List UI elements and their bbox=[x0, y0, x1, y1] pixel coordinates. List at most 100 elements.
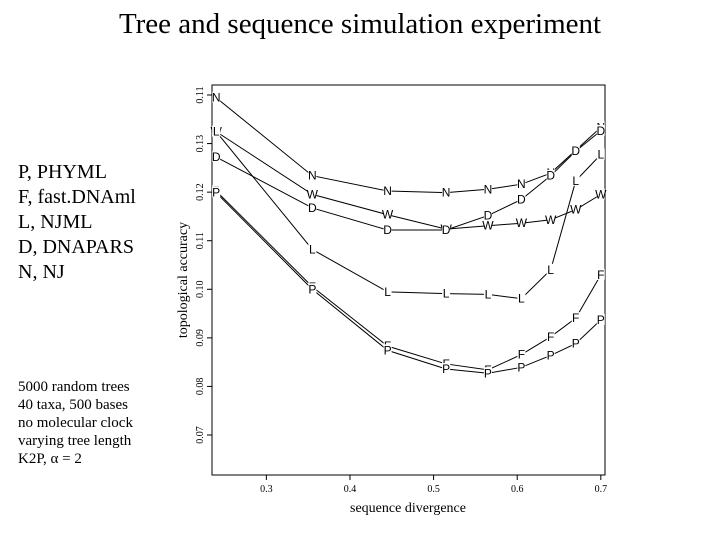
marker-bg bbox=[517, 178, 526, 190]
data-point-f: F bbox=[572, 311, 579, 325]
series-lines: NNNNNNNNNWWWWWWWWWDDDDDDDDDLLLLLLLLLFFFF… bbox=[211, 91, 608, 381]
y-axis-ticks: 0.07 0.08 0.09 0.10 0.11 0.12 0.13 0.11 bbox=[195, 86, 212, 444]
marker-bg bbox=[383, 208, 392, 220]
marker-bg bbox=[442, 287, 451, 299]
marker-bg bbox=[212, 186, 221, 198]
marker-bg bbox=[212, 91, 221, 103]
x-tick-label: 0.5 bbox=[427, 484, 440, 495]
note-taxa: 40 taxa, 500 bases bbox=[18, 397, 128, 413]
marker-bg bbox=[571, 174, 580, 186]
data-point-w: W bbox=[595, 187, 607, 201]
series-line-l bbox=[215, 131, 602, 300]
data-point-w: W bbox=[482, 219, 494, 233]
marker-bg bbox=[442, 223, 451, 235]
marker-bg bbox=[546, 169, 555, 181]
y-tick-label: 0.10 bbox=[195, 281, 206, 299]
marker-bg bbox=[212, 151, 221, 163]
marker-bg bbox=[571, 312, 580, 324]
legend-item-dnapars: D, DNAPARS bbox=[18, 236, 134, 258]
note-model: K2P, α = 2 bbox=[18, 451, 82, 467]
data-point-l: L bbox=[572, 174, 579, 188]
marker-bg bbox=[483, 367, 492, 379]
marker-bg bbox=[212, 125, 221, 137]
slide-title: Tree and sequence simulation experiment bbox=[118, 8, 602, 40]
series-line-d bbox=[215, 130, 602, 231]
data-point-f: F bbox=[547, 330, 554, 344]
data-point-n: N bbox=[212, 91, 221, 105]
marker-bg bbox=[517, 348, 526, 360]
legend-item-njml: L, NJML bbox=[18, 211, 93, 233]
marker-bg bbox=[596, 188, 605, 200]
marker-bg bbox=[517, 193, 526, 205]
note-clock: no molecular clock bbox=[18, 415, 133, 431]
marker-bg bbox=[383, 344, 392, 356]
x-axis-ticks: 0.3 0.4 0.5 0.6 0.7 bbox=[260, 475, 607, 495]
data-point-w: W bbox=[545, 213, 557, 227]
data-point-n: N bbox=[484, 182, 493, 196]
x-tick-label: 0.3 bbox=[260, 484, 273, 495]
marker-bg bbox=[308, 188, 317, 200]
marker-bg bbox=[308, 169, 317, 181]
data-point-l: L bbox=[384, 285, 391, 299]
plot-frame bbox=[211, 84, 606, 476]
data-point-p: P bbox=[384, 343, 392, 357]
marker-bg bbox=[308, 201, 317, 213]
data-point-n: N bbox=[383, 184, 392, 198]
accuracy-line-chart: 0.3 0.4 0.5 0.6 0.7 0.07 0.08 0.09 0.10 0.11 0.12… bbox=[176, 84, 608, 516]
marker-bg bbox=[571, 145, 580, 157]
data-point-l: L bbox=[443, 287, 450, 301]
data-point-l: L bbox=[213, 125, 220, 139]
marker-bg bbox=[546, 263, 555, 275]
marker-bg bbox=[383, 184, 392, 196]
data-point-p: P bbox=[442, 362, 450, 376]
marker-bg bbox=[517, 361, 526, 373]
data-point-d: D bbox=[546, 169, 555, 183]
note-trees: 5000 random trees bbox=[18, 379, 130, 395]
data-point-p: P bbox=[572, 337, 580, 351]
marker-bg bbox=[546, 213, 555, 225]
data-point-f: F bbox=[597, 268, 604, 282]
marker-bg bbox=[383, 223, 392, 235]
simulation-notes: 5000 random trees 40 taxa, 500 bases no … bbox=[18, 378, 133, 468]
marker-bg bbox=[596, 148, 605, 160]
data-point-l: L bbox=[485, 287, 492, 301]
data-point-d: D bbox=[596, 124, 605, 138]
data-point-n: N bbox=[517, 177, 526, 191]
marker-bg bbox=[596, 268, 605, 280]
data-point-d: D bbox=[517, 192, 526, 206]
marker-bg bbox=[546, 330, 555, 342]
marker-bg bbox=[442, 186, 451, 198]
marker-bg bbox=[483, 219, 492, 231]
marker-bg bbox=[483, 209, 492, 221]
marker-bg bbox=[596, 313, 605, 325]
series-line-f bbox=[215, 190, 602, 371]
marker-bg bbox=[308, 243, 317, 255]
y-tick-label: 0.11 bbox=[195, 86, 206, 103]
x-tick-label: 0.7 bbox=[595, 484, 608, 495]
y-tick-label: 0.13 bbox=[195, 135, 206, 153]
data-point-l: L bbox=[547, 263, 554, 277]
y-tick-label: 0.07 bbox=[195, 426, 206, 444]
marker-bg bbox=[383, 285, 392, 297]
marker-bg bbox=[517, 217, 526, 229]
data-point-d: D bbox=[571, 144, 580, 158]
series-line-n bbox=[215, 97, 602, 194]
data-point-p: P bbox=[308, 282, 316, 296]
y-tick-label: 0.08 bbox=[195, 378, 206, 396]
data-point-p: P bbox=[484, 366, 492, 380]
note-length: varying tree length bbox=[18, 433, 132, 449]
legend-item-fastdnaml: F, fast.DNAml bbox=[18, 186, 136, 208]
data-point-d: D bbox=[308, 201, 317, 215]
data-point-w: W bbox=[570, 203, 582, 217]
x-tick-label: 0.4 bbox=[344, 484, 357, 495]
data-point-w: W bbox=[382, 208, 394, 222]
x-axis-label: sequence divergence bbox=[350, 501, 466, 516]
marker-bg bbox=[308, 283, 317, 295]
data-point-p: P bbox=[517, 360, 525, 374]
data-point-l: L bbox=[518, 292, 525, 306]
data-point-w: W bbox=[516, 216, 528, 230]
data-point-l: L bbox=[309, 242, 316, 256]
data-point-l: L bbox=[597, 148, 604, 162]
y-tick-label: 0.09 bbox=[195, 329, 206, 347]
data-point-p: P bbox=[547, 348, 555, 362]
